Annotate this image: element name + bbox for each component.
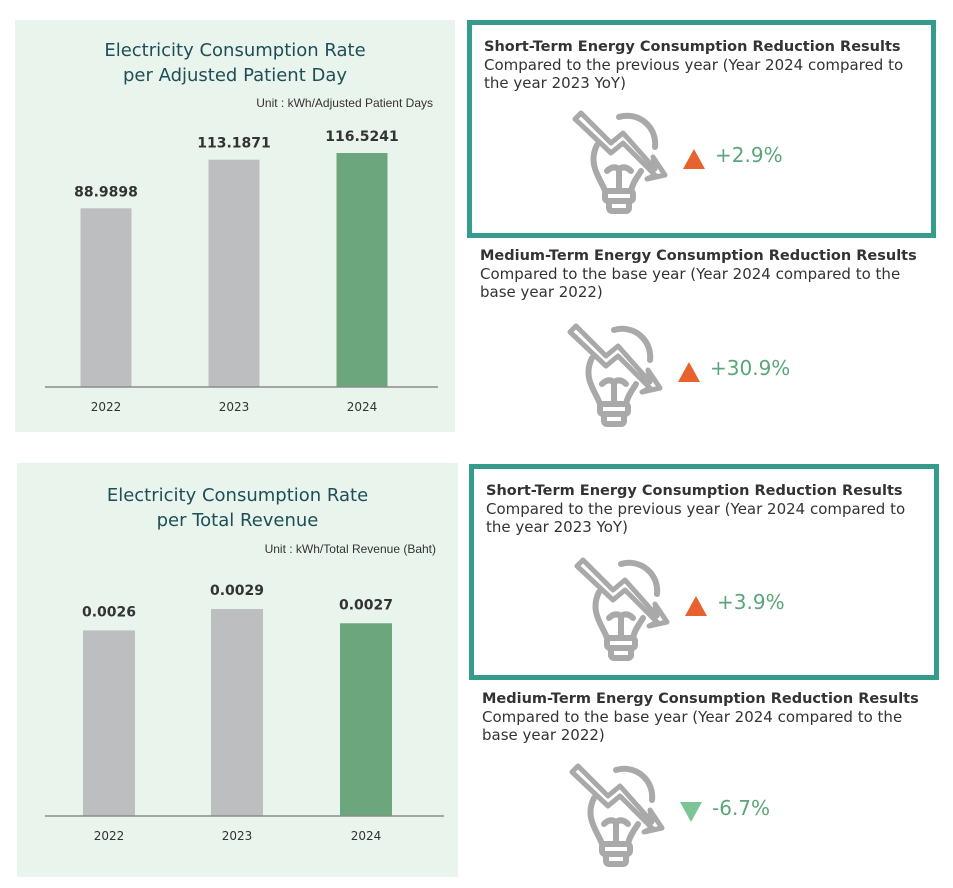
bulb-decrease-icon [562,318,672,428]
chart-title-line1: Electricity Consumption Rate [106,485,369,506]
bar-value-label: 0.0027 [339,597,393,613]
x-tick-label: 2022 [91,400,122,414]
short-term-result-card: Short-Term Energy Consumption Reduction … [467,20,936,238]
x-tick-label: 2024 [351,829,382,843]
x-tick-label: 2022 [94,829,125,843]
bar-chart: 0.0026 2022 0.0029 2023 0.0027 2024 [45,583,444,843]
change-percentage: +30.9% [710,356,791,380]
chart-panel-total-revenue: Electricity Consumption Rate per Total R… [17,463,458,877]
result-description: Compared to the base year (Year 2024 com… [482,708,903,744]
bar-2023 [211,609,263,816]
result-description: Compared to the previous year (Year 2024… [484,56,904,92]
bulb-decrease-icon [564,758,674,868]
change-percentage: +2.9% [715,143,783,167]
medium-term-result-card: Medium-Term Energy Consumption Reduction… [469,685,944,885]
result-figure: +30.9% [562,318,822,428]
result-text: Short-Term Energy Consumption Reduction … [484,38,925,92]
result-heading: Short-Term Energy Consumption Reduction … [486,483,903,499]
short-term-result-card: Short-Term Energy Consumption Reduction … [469,464,939,680]
x-tick-label: 2023 [222,829,253,843]
chart-unit: Unit : kWh/Total Revenue (Baht) [264,542,436,556]
change-percentage: -6.7% [712,796,771,820]
result-figure: +2.9% [567,105,827,215]
triangle-up-icon [678,362,700,382]
bar-value-label: 116.5241 [325,129,399,145]
bulb-decrease-icon [569,552,679,662]
bar-2023 [208,159,260,387]
bulb-decrease-icon [567,105,677,215]
triangle-up-icon [683,149,705,169]
change-percentage: +3.9% [717,590,785,614]
bar-2022 [80,208,132,387]
bar-2022 [83,630,135,816]
bar-value-label: 0.0029 [210,583,264,599]
chart-title: Electricity Consumption Rate per Total R… [17,483,458,533]
bar-value-label: 0.0026 [82,604,136,620]
bar-2024 [340,623,392,816]
result-description: Compared to the base year (Year 2024 com… [480,265,901,301]
result-figure: -6.7% [564,758,824,868]
chart-title-line2: per Adjusted Patient Day [122,65,348,86]
bar-chart: 88.9898 2022 113.1871 2023 116.5241 2024 [45,129,438,414]
medium-term-result-card: Medium-Term Energy Consumption Reduction… [467,243,942,443]
chart-title-line1: Electricity Consumption Rate [104,40,366,61]
triangle-up-icon [685,596,707,616]
result-text: Medium-Term Energy Consumption Reduction… [480,247,936,301]
chart-title-line2: per Total Revenue [156,510,319,531]
bar-value-label: 113.1871 [197,136,271,152]
result-figure: +3.9% [569,552,829,662]
chart-unit: Unit : kWh/Adjusted Patient Days [256,96,433,110]
x-tick-label: 2023 [219,400,250,414]
x-tick-label: 2024 [347,400,378,414]
chart-title: Electricity Consumption Rate per Adjuste… [15,38,455,88]
chart-panel-adjusted-patient-day: Electricity Consumption Rate per Adjuste… [15,20,455,432]
result-text: Short-Term Energy Consumption Reduction … [486,482,928,536]
bar-value-label: 88.9898 [74,184,138,200]
bar-2024 [336,153,388,387]
result-description: Compared to the previous year (Year 2024… [486,500,906,536]
result-text: Medium-Term Energy Consumption Reduction… [482,690,938,744]
result-heading: Short-Term Energy Consumption Reduction … [484,39,901,55]
triangle-down-icon [680,802,702,822]
result-heading: Medium-Term Energy Consumption Reduction… [482,691,919,707]
result-heading: Medium-Term Energy Consumption Reduction… [480,248,917,264]
